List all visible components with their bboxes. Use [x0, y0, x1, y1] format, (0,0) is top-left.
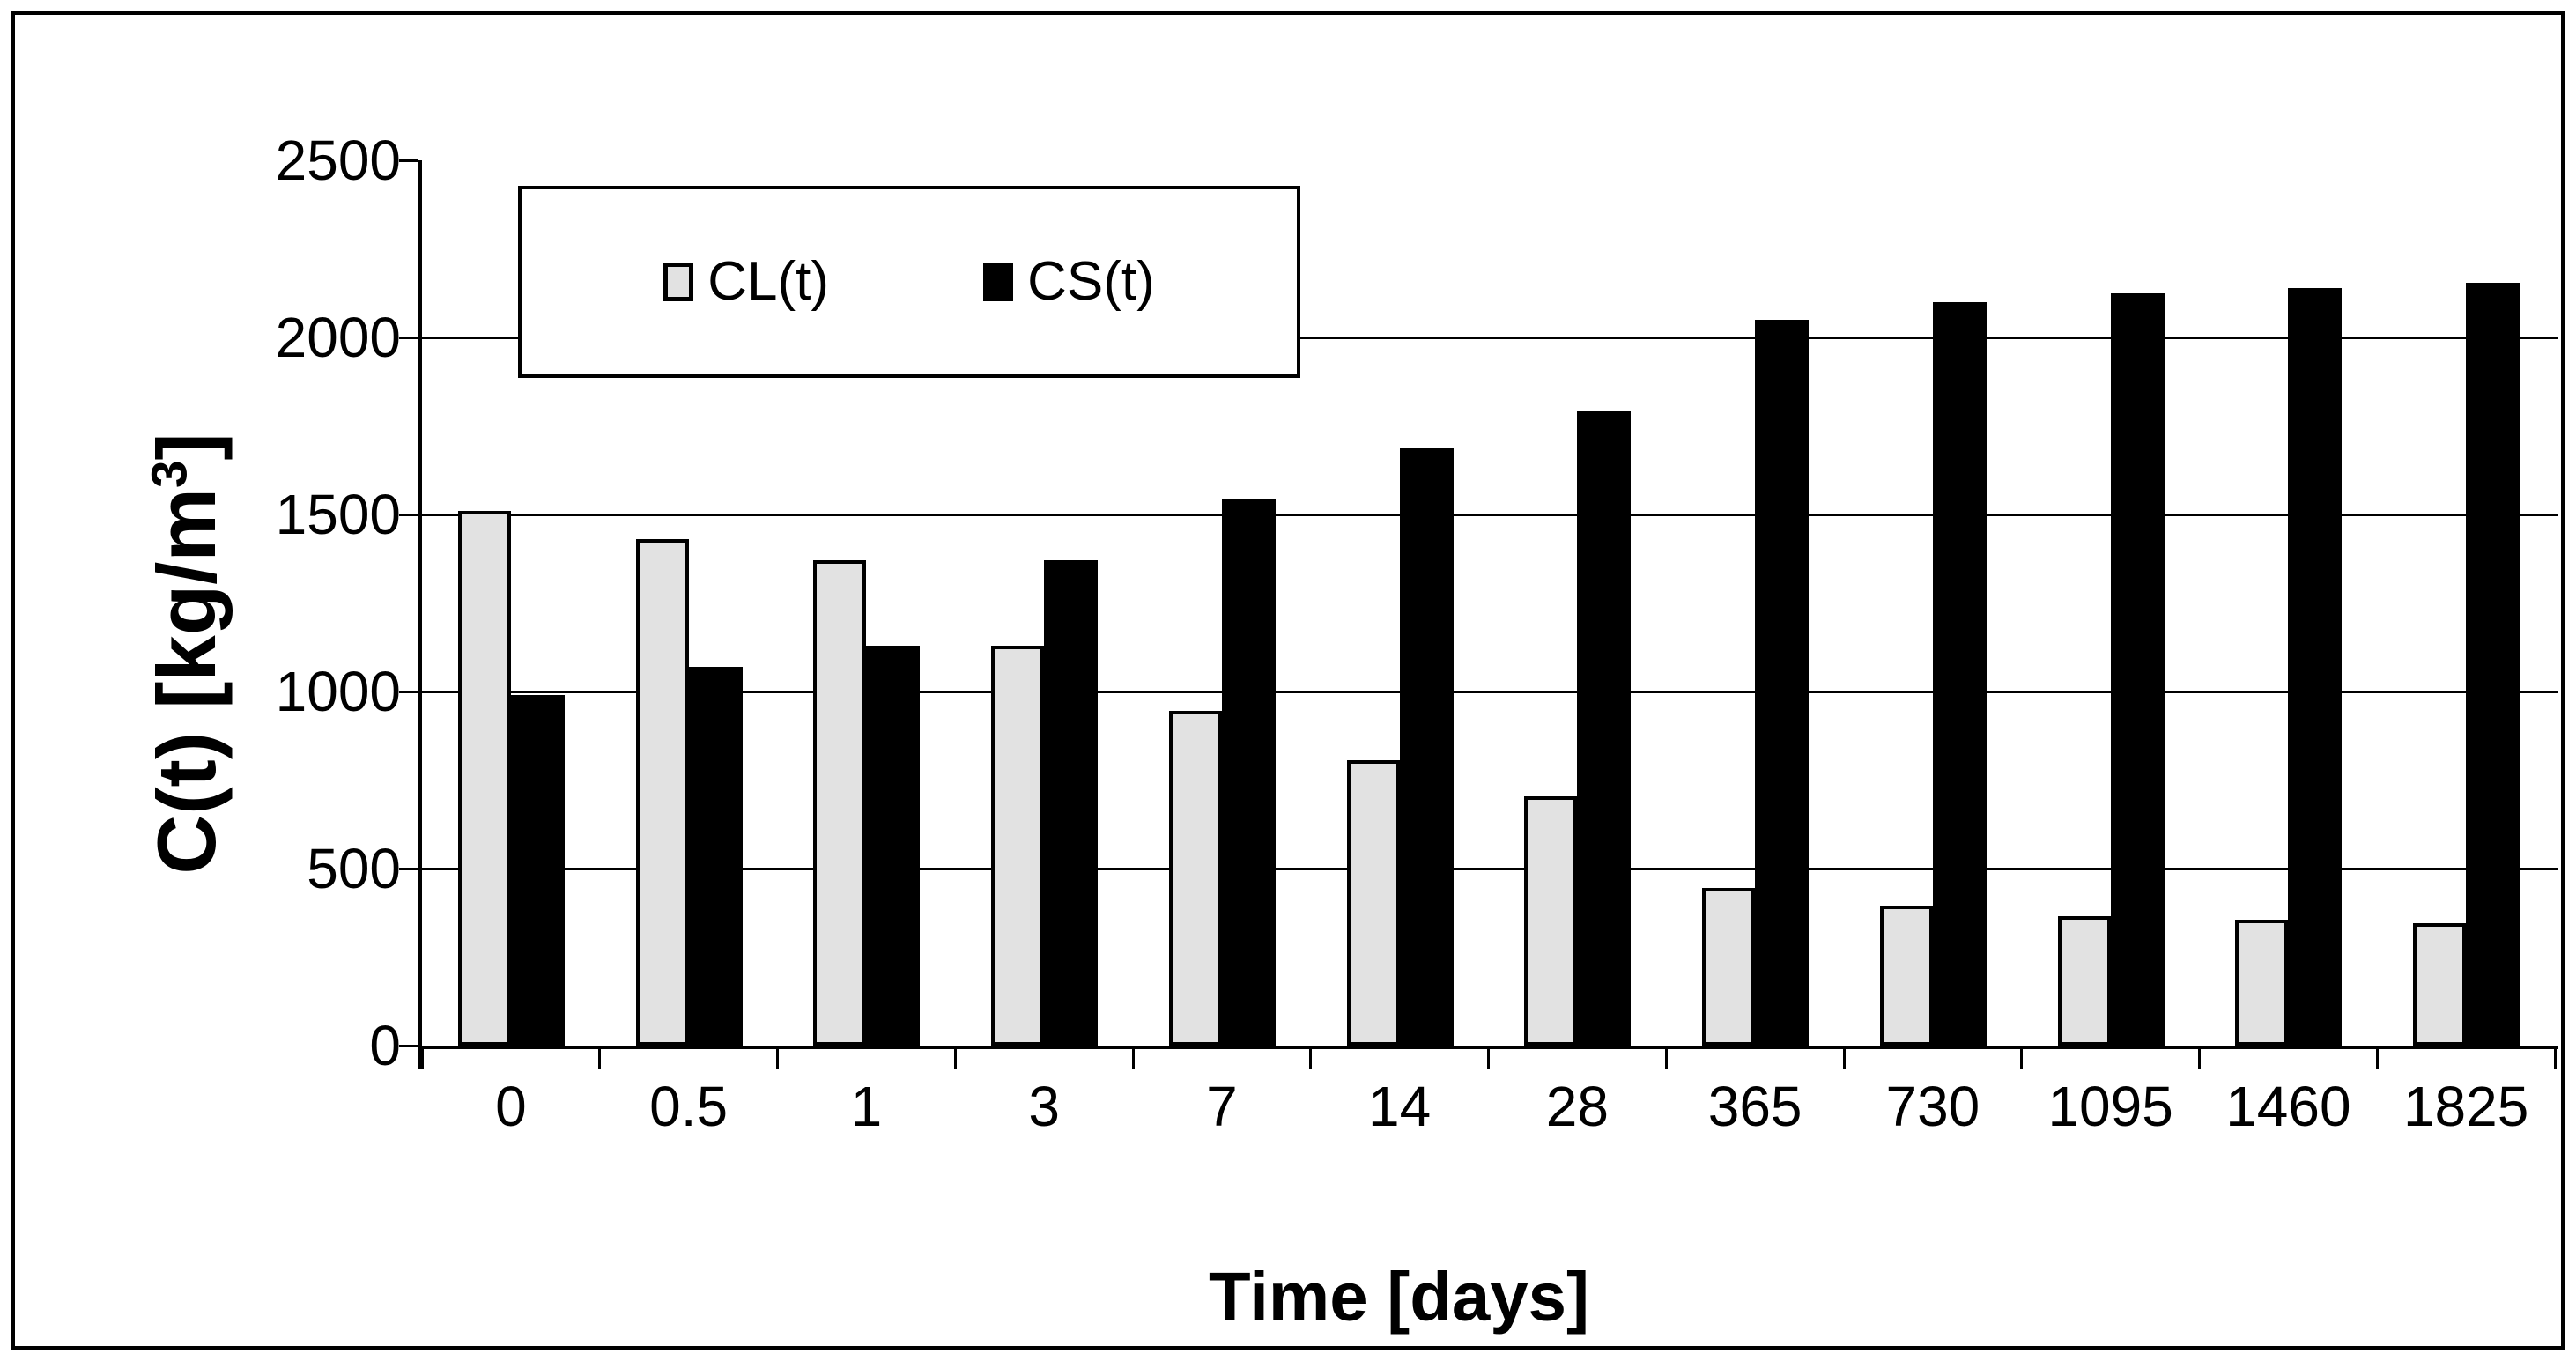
gridline-2000	[422, 336, 2558, 339]
y-tick-label: 2500	[275, 129, 401, 192]
y-tick-2000	[399, 336, 418, 339]
bar-cs-1095	[2110, 292, 2165, 1046]
x-tick-7	[1664, 1049, 1668, 1069]
bar-cl-1095	[2057, 916, 2111, 1046]
bar-cl-28	[1524, 795, 1578, 1046]
bar-cs-1460	[2288, 287, 2343, 1046]
x-tick-label-1: 1	[850, 1075, 883, 1138]
bar-cs-7	[1221, 498, 1276, 1046]
y-tick-2500	[399, 159, 418, 162]
y-axis-title-text: C(t) [kg/m	[140, 488, 233, 875]
bar-cl-14	[1346, 760, 1400, 1046]
y-axis-extension	[418, 1046, 422, 1069]
x-tick-label-1460: 1460	[2225, 1075, 2351, 1138]
y-tick-label: 0	[369, 1014, 401, 1077]
bar-cs-3	[1044, 560, 1099, 1046]
bar-cs-1	[866, 645, 921, 1046]
bar-cl-1460	[2235, 920, 2289, 1046]
bar-cl-3	[991, 645, 1045, 1046]
x-tick-label-14: 14	[1368, 1075, 1432, 1138]
y-tick-label: 1500	[275, 483, 401, 546]
bar-cs-1825	[2466, 282, 2520, 1046]
bar-cl-1	[813, 560, 867, 1046]
x-tick-2	[776, 1049, 779, 1069]
y-axis-title-superscript: 3	[141, 460, 197, 489]
legend-label-cs: CS(t)	[1027, 251, 1155, 312]
x-tick-label-730: 730	[1885, 1075, 1980, 1138]
gridline-1500	[422, 513, 2558, 516]
x-tick-3	[953, 1049, 957, 1069]
legend-label-cl: CL(t)	[707, 251, 830, 312]
x-axis-title: Time [days]	[1208, 1257, 1590, 1335]
legend-swatch-cl-icon	[663, 263, 694, 301]
plot-area: 0 500 1000 1500 2000 2500 0 0.5 1 3 7 14 28 365 730 109…	[276, 132, 2558, 1135]
bar-cl-730	[1879, 906, 1933, 1046]
legend-box: CL(t) CS(t)	[518, 186, 1300, 378]
gridline-1000	[422, 690, 2558, 693]
x-tick-label-0: 0	[495, 1075, 527, 1138]
x-tick-9	[2020, 1049, 2024, 1069]
legend-item-cl: CL(t)	[663, 255, 829, 309]
bar-cs-14	[1399, 447, 1454, 1046]
x-tick-label-3: 3	[1028, 1075, 1060, 1138]
y-tick-500	[399, 867, 418, 870]
y-axis-title: C(t) [kg/m3]	[139, 433, 234, 874]
legend-item-cs: CS(t)	[983, 255, 1155, 309]
y-tick-1000	[399, 690, 418, 693]
x-tick-11	[2375, 1049, 2379, 1069]
bar-cs-0	[510, 695, 565, 1046]
x-tick-5	[1309, 1049, 1313, 1069]
x-tick-label-0.5: 0.5	[649, 1075, 729, 1138]
chart-border	[11, 11, 2565, 1350]
x-tick-8	[1842, 1049, 1846, 1069]
bar-cs-365	[1755, 319, 1810, 1046]
x-tick-label-365: 365	[1707, 1075, 1802, 1138]
bar-cl-7	[1168, 711, 1222, 1046]
bar-cs-730	[1932, 301, 1987, 1046]
x-tick-label-1095: 1095	[2047, 1075, 2173, 1138]
x-tick-12	[2553, 1049, 2557, 1069]
bar-cl-0.5	[635, 539, 689, 1046]
bar-cl-1825	[2413, 923, 2467, 1046]
y-tick-label: 500	[307, 837, 401, 900]
x-tick-label-28: 28	[1545, 1075, 1609, 1138]
y-tick-1500	[399, 513, 418, 516]
x-tick-label-1825: 1825	[2402, 1075, 2529, 1138]
legend-swatch-cs-icon	[983, 263, 1014, 301]
gridline-500	[422, 867, 2558, 870]
x-tick-label-7: 7	[1206, 1075, 1238, 1138]
bar-cl-365	[1702, 888, 1756, 1046]
y-tick-label: 2000	[275, 306, 401, 369]
x-tick-4	[1131, 1049, 1135, 1069]
y-tick-0	[399, 1044, 418, 1047]
bar-cs-28	[1577, 411, 1632, 1046]
y-tick-label: 1000	[275, 660, 401, 723]
x-tick-6	[1487, 1049, 1490, 1069]
x-tick-10	[2198, 1049, 2201, 1069]
x-tick-0	[420, 1049, 424, 1069]
y-axis-title-bracket: ]	[140, 433, 233, 461]
x-tick-1	[598, 1049, 602, 1069]
bar-cl-0	[457, 510, 511, 1046]
bar-cs-0.5	[688, 666, 743, 1046]
